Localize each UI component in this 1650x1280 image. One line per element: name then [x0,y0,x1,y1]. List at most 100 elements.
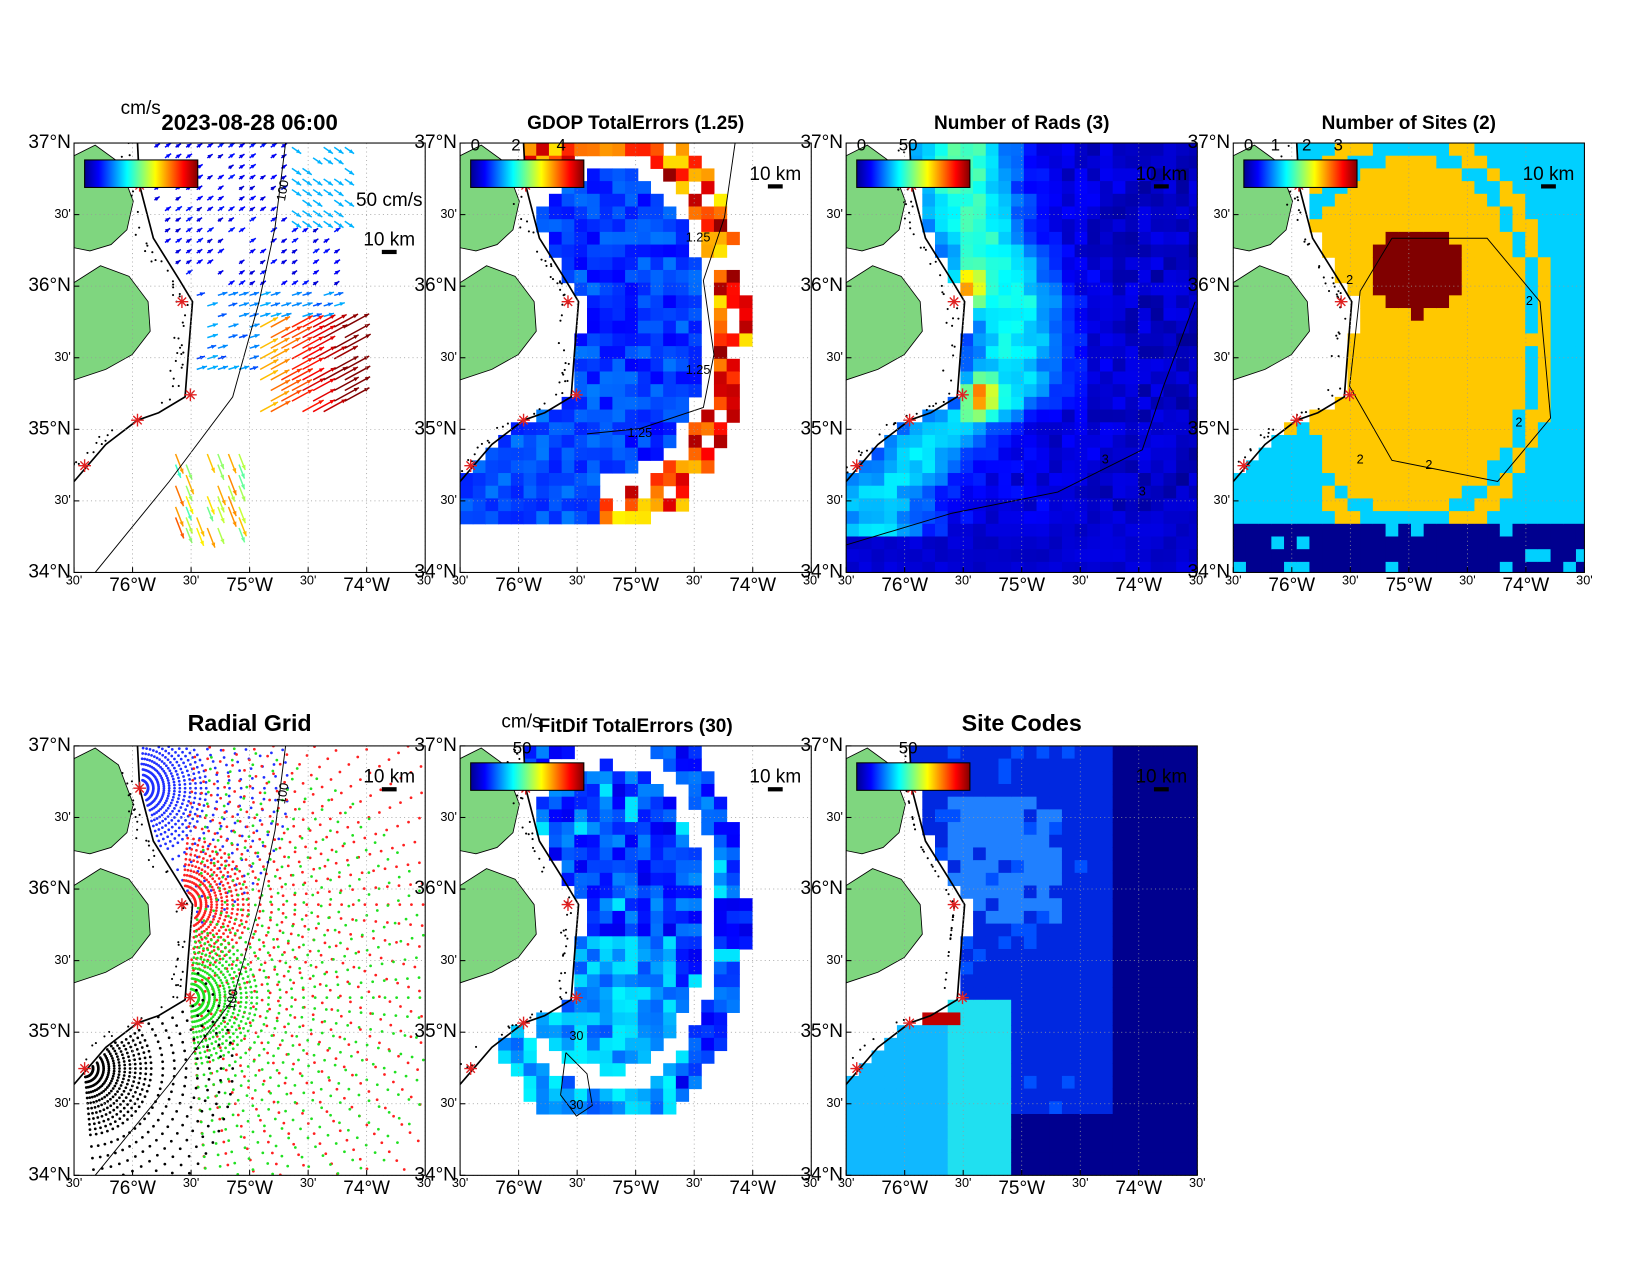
radial-grid-point [385,829,388,832]
field-cell [1411,397,1424,410]
field-cell [1125,245,1138,258]
field-cell [1563,511,1576,524]
field-cell [986,283,999,296]
field-cell [1322,562,1335,575]
field-cell [587,283,600,296]
coast-speck [912,205,914,207]
radial-grid-point [252,973,255,976]
radial-grid-point [173,767,176,770]
coast-speck [893,423,895,425]
field-cell [1487,422,1500,435]
field-cell [1125,232,1138,245]
radial-grid-point [176,801,179,804]
field-cell [663,371,676,384]
field-cell [1398,245,1411,258]
field-cell [1309,473,1322,486]
radial-grid-point [222,922,225,925]
field-cell [625,206,638,219]
radial-grid-point [311,812,314,815]
coast-speck [528,230,530,232]
field-cell [1125,524,1138,537]
coast-speck [172,280,174,282]
radial-grid-point [210,1042,213,1045]
field-cell [872,473,885,486]
field-cell [998,346,1011,359]
radial-grid-point [206,966,209,969]
coast-speck [502,426,504,428]
field-cell [1487,524,1500,537]
field-cell [676,245,689,258]
coast-speck [1303,241,1305,243]
field-cell [1297,562,1310,575]
radial-grid-point [254,955,257,958]
radial-grid-point [209,968,212,971]
field-cell [1576,308,1589,321]
field-cell [1576,194,1589,207]
field-cell [1011,410,1024,423]
field-cell [689,257,702,270]
field-cell [922,448,935,461]
field-cell [1309,460,1322,473]
radial-grid-point [231,852,234,855]
radial-grid-point [216,771,219,774]
field-cell [1551,422,1564,435]
field-cell [935,206,948,219]
radial-grid-point [161,820,164,823]
field-cell [1138,359,1151,372]
field-cell [1449,422,1462,435]
radial-grid-point [254,1074,257,1077]
field-cell [1500,435,1513,448]
field-cell [1563,448,1576,461]
field-cell [1487,257,1500,270]
radial-grid-point [330,1028,333,1031]
radial-grid-point [216,867,219,870]
field-cell [1462,143,1475,156]
field-cell [1322,460,1335,473]
field-cell [1113,181,1126,194]
field-cell [587,333,600,346]
radial-grid-point [319,1101,322,1104]
coast-speck [558,381,560,383]
field-cell [612,333,625,346]
field-cell [1087,397,1100,410]
field-cell [1176,524,1189,537]
field-cell [1474,333,1487,346]
field-cell [1100,473,1113,486]
field-cell [1462,245,1475,258]
field-cell [859,473,872,486]
radial-grid-point [219,797,222,800]
field-cell [1398,371,1411,384]
radial-grid-point [218,917,221,920]
field-cell [1011,524,1024,537]
field-cell [1411,410,1424,423]
field-cell [1075,168,1088,181]
field-cell [973,295,986,308]
field-cell [1037,384,1050,397]
radial-grid-point [282,903,285,906]
radial-grid-point [268,954,271,957]
field-cell [727,384,740,397]
field-cell [587,308,600,321]
radial-grid-point [208,913,211,916]
radial-grid-point [167,822,170,825]
radial-grid-point [257,957,260,960]
radial-grid-point [197,968,200,971]
field-cell [1462,397,1475,410]
radial-grid-point [194,1052,197,1055]
radial-grid-point [402,963,405,966]
field-cell [612,181,625,194]
field-cell [676,283,689,296]
y-tick-label: 30' [54,350,71,364]
field-cell [1474,308,1487,321]
field-cell [1424,333,1437,346]
field-cell [910,486,923,499]
field-cell [1538,435,1551,448]
field-cell [1487,143,1500,156]
radial-grid-point [196,1074,199,1077]
coast-speck [1324,282,1326,284]
field-cell [1189,206,1202,219]
radial-grid-point [204,1050,207,1053]
radial-grid-point [223,756,226,759]
field-cell [1576,333,1589,346]
field-cell [600,295,613,308]
